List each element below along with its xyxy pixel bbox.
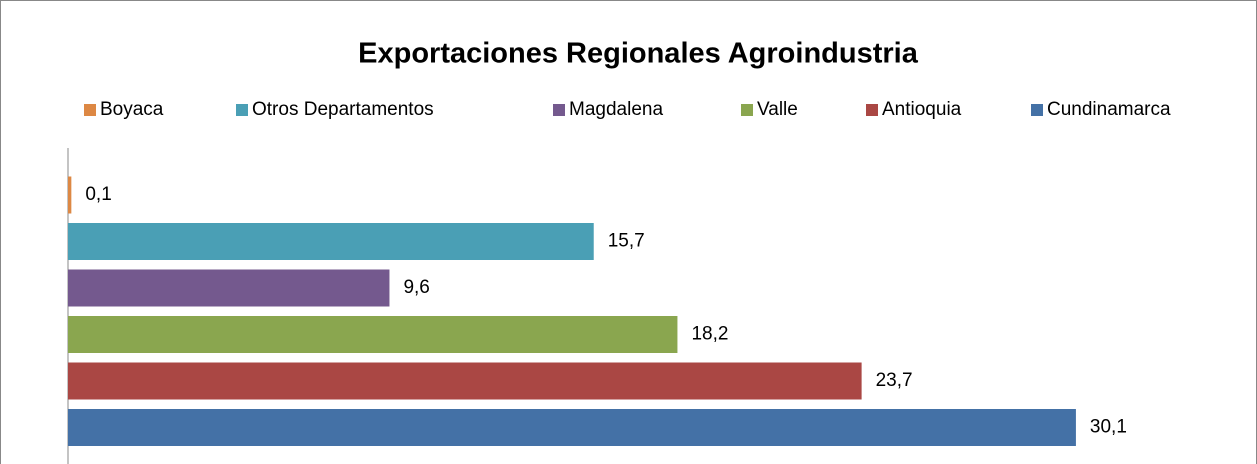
value-label: 23,7 <box>876 370 913 391</box>
legend-swatch <box>741 104 753 116</box>
legend-label: Cundinamarca <box>1047 99 1171 120</box>
bar <box>68 362 862 400</box>
legend-label: Valle <box>757 99 798 120</box>
bar <box>68 316 678 353</box>
value-label: 30,1 <box>1090 417 1127 438</box>
chart-title: Exportaciones Regionales Agroindustria <box>358 38 919 70</box>
legend-label: Antioquia <box>882 99 962 120</box>
bar <box>68 269 390 307</box>
legend-swatch <box>84 104 96 116</box>
legend-swatch <box>553 104 565 116</box>
bar <box>68 223 594 260</box>
legend-swatch <box>1031 104 1043 116</box>
bar <box>68 176 72 214</box>
legend-label: Boyaca <box>100 99 164 120</box>
value-label: 0,1 <box>85 184 111 205</box>
legend-swatch <box>866 104 878 116</box>
value-label: 15,7 <box>608 231 645 252</box>
legend-label: Otros Departamentos <box>252 99 434 120</box>
legend-label: Magdalena <box>569 99 663 120</box>
legend-swatch <box>236 104 248 116</box>
bar <box>68 409 1076 446</box>
value-label: 9,6 <box>403 277 429 298</box>
value-label: 18,2 <box>691 324 728 345</box>
